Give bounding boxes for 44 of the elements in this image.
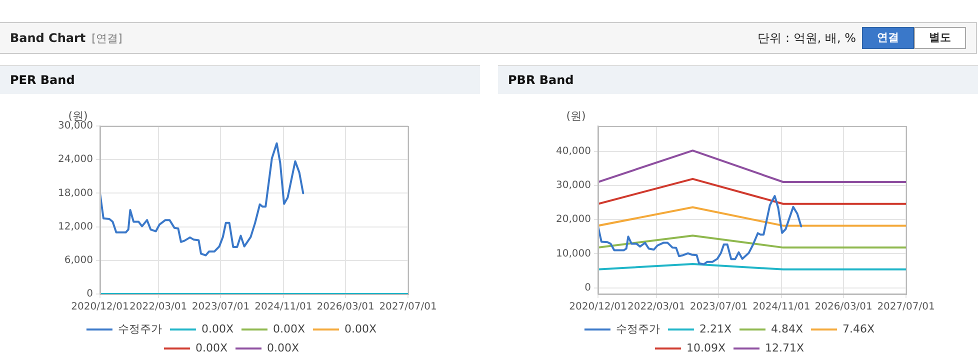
- legend-label: 0.00X: [344, 322, 378, 336]
- x-tick-label: 2022/03/01: [129, 302, 188, 313]
- y-tick-label: 12,000: [58, 221, 93, 232]
- y-axis-title: (원): [566, 109, 586, 122]
- text: 별도: [914, 27, 966, 49]
- y-tick-label: 0: [584, 282, 591, 294]
- x-tick-label: 2020/12/01: [569, 302, 627, 313]
- text: 연결: [862, 27, 914, 49]
- y-tick-label: 30,000: [58, 120, 93, 132]
- legend-label: 10.09X: [686, 341, 726, 354]
- legend-label: 수정주가: [616, 322, 660, 336]
- x-tick-label: 2024/11/01: [752, 302, 810, 313]
- x-tick-label: 2024/11/01: [254, 302, 312, 313]
- y-tick-label: 18,000: [58, 188, 93, 199]
- legend-label: 12.71X: [765, 341, 804, 354]
- legend-label: 4.84X: [770, 322, 804, 336]
- chart-title: PBR Band: [498, 65, 978, 94]
- x-tick-label: 2027/07/01: [877, 302, 935, 313]
- x-tick-label: 2026/03/01: [316, 302, 374, 313]
- legend-label: 2.21X: [699, 322, 732, 336]
- y-tick-label: 30,000: [556, 180, 591, 192]
- y-tick-label: 0: [86, 288, 93, 300]
- x-tick-label: 2027/07/01: [379, 302, 437, 313]
- text: Band Chart: [10, 31, 86, 45]
- text: [연결]: [92, 30, 122, 46]
- chart-title: PER Band: [0, 65, 480, 94]
- y-tick-label: 10,000: [556, 248, 591, 260]
- legend-label: 7.46X: [842, 322, 876, 336]
- x-tick-label: 2023/07/01: [690, 302, 748, 313]
- y-axis-title: (원): [68, 109, 88, 122]
- x-tick-label: 2026/03/01: [814, 302, 872, 313]
- legend-label: 0.00X: [272, 322, 306, 336]
- y-tick-label: 6,000: [64, 254, 93, 266]
- x-tick-label: 2023/07/01: [192, 302, 250, 313]
- y-tick-label: 20,000: [556, 214, 591, 226]
- legend-label: 0.00X: [267, 341, 300, 354]
- text: 단위 : 억원, 배, %: [758, 30, 856, 46]
- y-tick-label: 40,000: [556, 146, 591, 157]
- x-tick-label: 2020/12/01: [71, 302, 129, 313]
- legend-label: 0.00X: [201, 322, 234, 336]
- legend-label: 수정주가: [118, 322, 162, 336]
- legend-label: 0.00X: [195, 341, 228, 354]
- x-tick-label: 2022/03/01: [627, 302, 686, 313]
- y-tick-label: 24,000: [58, 154, 93, 166]
